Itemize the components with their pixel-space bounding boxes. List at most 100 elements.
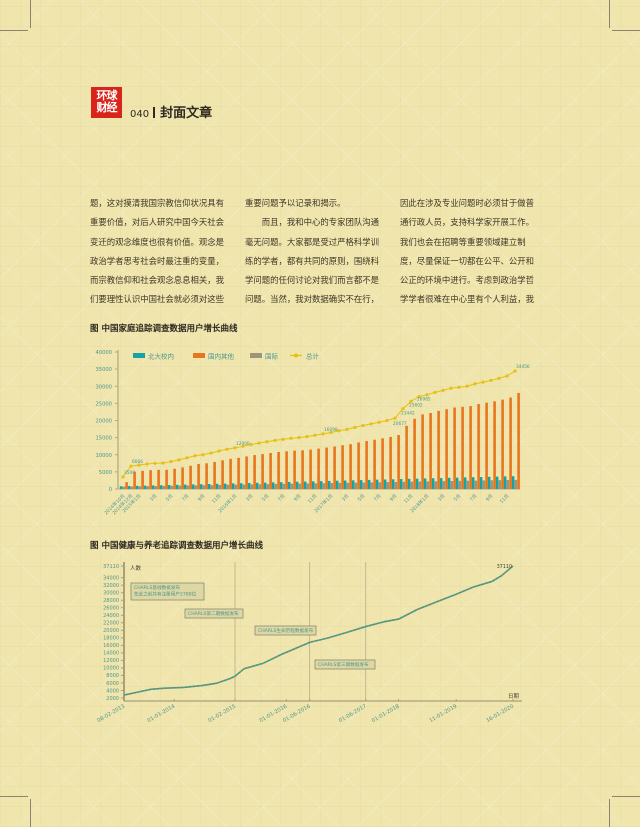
article-line: 重要问题予以记录和揭示。 [245,198,346,208]
bar-国际 [362,482,366,489]
bar-国内其他 [277,452,280,489]
bar-国际 [466,480,470,489]
bar-国际 [186,485,190,489]
total-point [409,399,413,403]
x-tick-label: 7月 [181,493,191,503]
bar-国内其他 [309,449,312,489]
article-line: 们要理性认识中国社会就必须对这些 [90,294,224,305]
bar-国际 [410,481,414,489]
total-point [345,427,349,432]
bar-国内其他 [205,463,208,489]
total-point [161,461,165,465]
bar-北大校内 [319,481,323,489]
y-tick-label: 30000 [95,384,112,390]
y-tick-label: 12000 [103,658,119,664]
x-tick-label: 11月 [211,493,223,505]
total-point [425,393,429,397]
bar-国内其他 [413,418,416,489]
bar-国内其他 [325,447,328,489]
article-line: 学学者很难在中心里有个人利益，我 [400,294,534,305]
y-tick-label: 30000 [103,591,119,597]
bar-国内其他 [429,412,432,489]
total-point [185,456,189,460]
bar-国内其他 [421,414,424,489]
x-tick-label: 01-01-2018 [371,703,401,724]
bar-国内其他 [317,448,320,489]
total-point [265,440,269,444]
bar-国际 [306,483,310,489]
bar-国内其他 [157,469,160,489]
bar-国际 [386,482,390,489]
bar-国内其他 [357,442,360,489]
bar-国内其他 [461,406,464,489]
x-tick-label: 9月 [197,493,207,503]
bar-北大校内 [167,485,171,489]
bar-北大校内 [159,485,163,489]
article-column-3: 因此在涉及专业问题时必须甘于做普 通行政人员，支持科学家开展工作。 我们也会在招聘等… [400,194,550,310]
article-line: 政治学者思考社会时最注重的变量， [90,255,224,266]
bar-国内其他 [477,404,480,489]
bar-北大校内 [359,480,363,489]
magazine-logo: 环球 财经 [91,87,122,118]
bar-国际 [418,481,422,489]
total-point [361,424,365,428]
bar-国内其他 [141,470,144,489]
article-line: 我们也会在招聘等重要领域建立制 [400,236,526,247]
crop-mark [609,799,610,827]
bar-北大校内 [503,476,507,489]
y-tick-label: 8000 [106,673,119,679]
bar-北大校内 [471,477,475,489]
legend-label: 北大校内 [148,352,174,361]
annotation-box [184,608,244,619]
bar-国内其他 [245,456,248,489]
total-point [129,464,133,468]
bar-国内其他 [133,471,136,489]
article-line: 公正的环境中进行。考虑到政治学哲 [400,275,534,286]
y-tick-label: 4000 [106,688,119,694]
bar-北大校内 [487,476,491,489]
total-point [481,380,485,384]
bar-国际 [178,485,182,489]
crop-mark [612,30,640,31]
x-tick-label: 5月 [357,493,367,503]
article-line: 而且，我和中心的专家团队沟通 [245,217,379,228]
y-tick-label: 24000 [103,613,119,619]
bar-北大校内 [335,480,339,489]
article-line: 而宗教信仰和社会观念息息相关，我 [90,275,224,286]
bar-国内其他 [269,453,272,489]
bar-国际 [234,484,238,489]
total-data-label: 23442 [401,411,415,417]
bar-北大校内 [183,484,187,489]
total-point [473,382,477,386]
total-data-label: 16098 [324,427,338,433]
y-tick-label: 5000 [99,470,112,476]
total-point [281,437,285,441]
bar-北大校内 [127,486,131,489]
bar-国内其他 [253,455,256,489]
x-tick-label: 9月 [485,493,495,503]
crop-mark [30,799,31,827]
bar-国内其他 [389,436,392,489]
bar-国内其他 [485,402,488,489]
total-point [417,394,421,399]
total-point [209,451,213,455]
y-tick-label: 10000 [103,666,119,672]
bar-北大校内 [223,483,227,489]
bar-国际 [242,484,246,489]
y-tick-label: 15000 [95,436,112,442]
bar-国际 [250,484,254,489]
x-tick-label: 11-01-2019 [429,704,459,725]
x-tick-label: 3月 [149,493,159,503]
logo-text-line: 财经 [96,101,118,114]
total-data-label: 12000 [236,441,250,447]
total-data-label: 3500 [124,470,135,476]
bar-国内其他 [437,410,440,489]
bar-国内其他 [173,468,176,489]
bar-北大校内 [343,480,347,489]
bar-国内其他 [293,450,296,489]
total-point [233,446,237,450]
bar-国际 [290,483,294,489]
bar-国际 [226,484,230,489]
bar-国内其他 [405,425,408,489]
